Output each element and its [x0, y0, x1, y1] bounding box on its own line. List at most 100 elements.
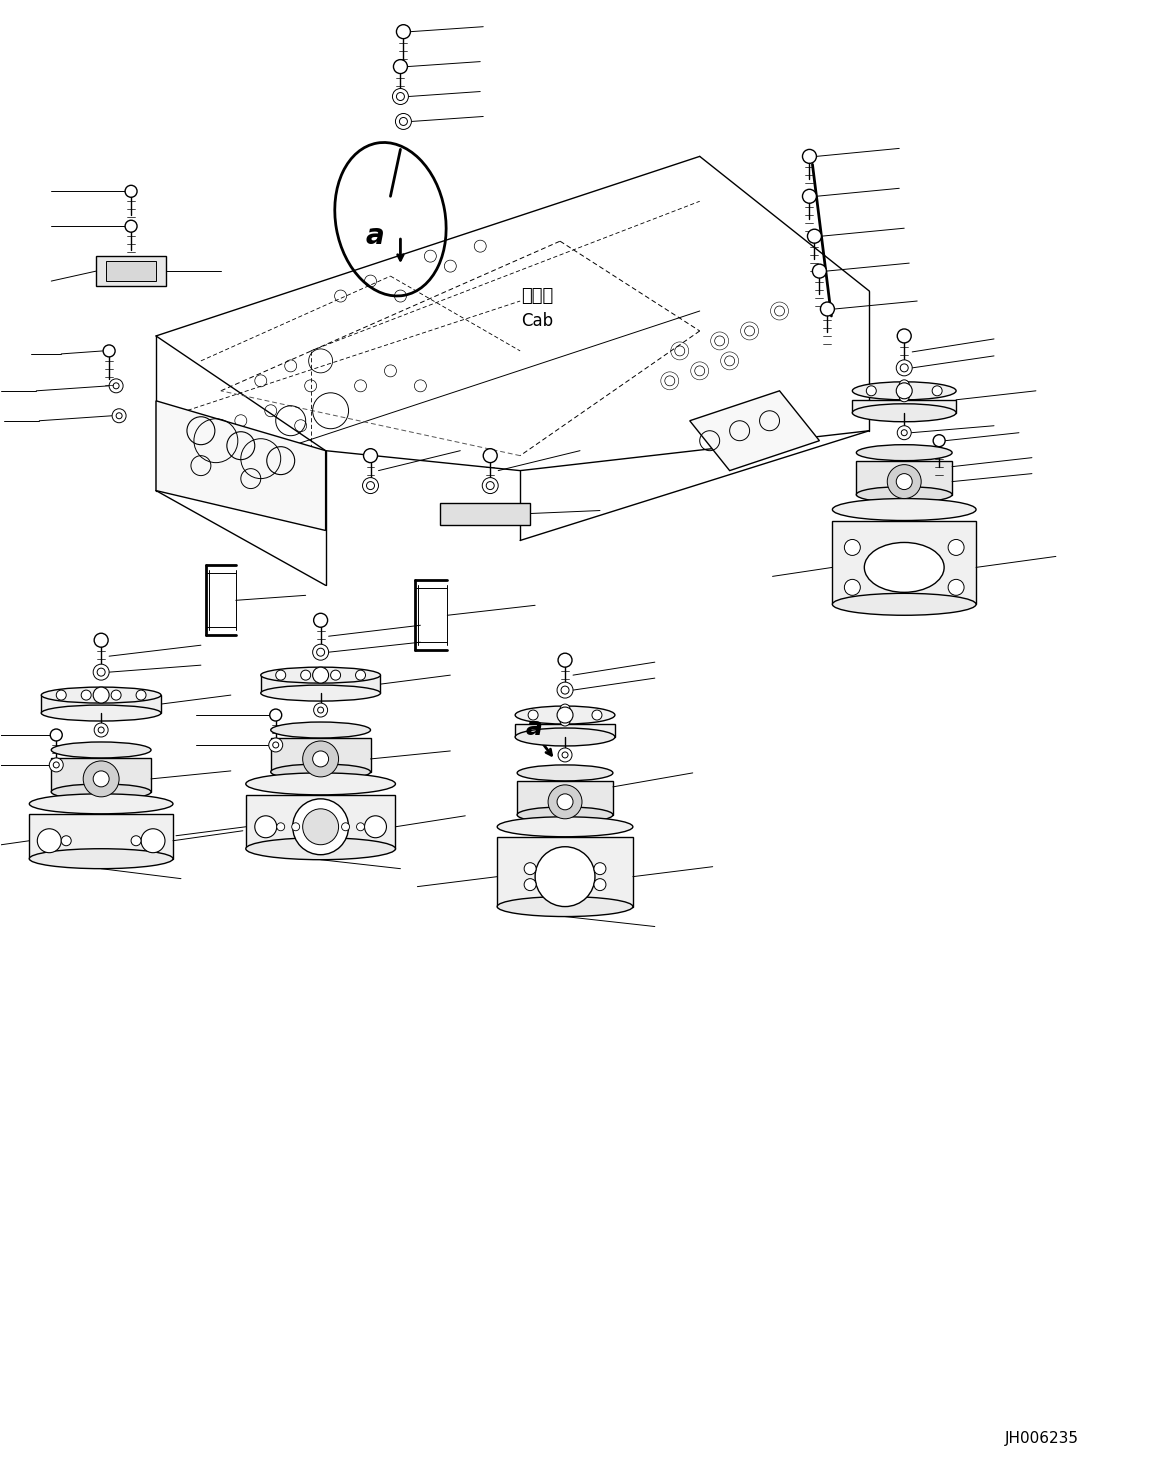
Circle shape: [126, 186, 137, 198]
Circle shape: [366, 481, 374, 490]
Text: キャブ: キャブ: [521, 287, 554, 306]
Circle shape: [49, 758, 63, 772]
Circle shape: [313, 644, 329, 660]
Polygon shape: [245, 794, 395, 849]
Ellipse shape: [29, 849, 173, 869]
Circle shape: [901, 430, 907, 436]
Ellipse shape: [518, 765, 613, 781]
Circle shape: [548, 784, 582, 819]
Circle shape: [557, 707, 573, 723]
Circle shape: [561, 686, 569, 693]
Circle shape: [342, 822, 350, 831]
Circle shape: [270, 710, 281, 721]
Ellipse shape: [245, 838, 395, 860]
Polygon shape: [42, 695, 160, 712]
Polygon shape: [833, 521, 976, 604]
Ellipse shape: [51, 742, 151, 758]
Circle shape: [269, 737, 283, 752]
Circle shape: [562, 752, 568, 758]
Ellipse shape: [245, 772, 395, 794]
Circle shape: [933, 435, 946, 446]
Circle shape: [397, 25, 411, 38]
Ellipse shape: [852, 382, 956, 399]
Polygon shape: [498, 837, 633, 907]
Circle shape: [113, 383, 119, 389]
Polygon shape: [856, 461, 952, 494]
Ellipse shape: [261, 685, 380, 701]
Circle shape: [93, 664, 109, 680]
Circle shape: [126, 221, 137, 233]
Circle shape: [62, 835, 71, 846]
Circle shape: [592, 710, 602, 720]
Circle shape: [561, 704, 570, 714]
Circle shape: [255, 816, 277, 838]
Circle shape: [313, 751, 329, 767]
Circle shape: [293, 799, 349, 854]
Circle shape: [899, 380, 909, 389]
Circle shape: [301, 670, 311, 680]
Circle shape: [897, 383, 912, 399]
Circle shape: [141, 828, 165, 853]
Circle shape: [399, 117, 407, 126]
Circle shape: [37, 828, 62, 853]
Circle shape: [557, 794, 573, 811]
Circle shape: [897, 360, 912, 376]
Ellipse shape: [42, 705, 160, 721]
Circle shape: [844, 540, 861, 556]
Polygon shape: [441, 503, 530, 525]
Circle shape: [314, 704, 328, 717]
Ellipse shape: [515, 729, 615, 746]
Circle shape: [56, 691, 66, 701]
Ellipse shape: [261, 667, 380, 683]
Polygon shape: [852, 399, 956, 413]
Circle shape: [813, 265, 827, 278]
Circle shape: [557, 682, 573, 698]
Circle shape: [948, 579, 964, 595]
Circle shape: [594, 863, 606, 875]
Ellipse shape: [498, 816, 633, 837]
Ellipse shape: [271, 723, 371, 737]
Circle shape: [316, 648, 324, 657]
Circle shape: [314, 613, 328, 628]
Circle shape: [357, 822, 364, 831]
Circle shape: [313, 667, 329, 683]
Ellipse shape: [271, 764, 371, 780]
Circle shape: [292, 822, 300, 831]
Circle shape: [866, 386, 876, 396]
Circle shape: [302, 740, 338, 777]
Circle shape: [330, 670, 341, 680]
Circle shape: [900, 364, 908, 372]
Ellipse shape: [29, 794, 173, 813]
Circle shape: [807, 230, 821, 243]
Circle shape: [112, 408, 126, 423]
Ellipse shape: [852, 404, 956, 421]
Circle shape: [395, 114, 412, 129]
Polygon shape: [518, 781, 613, 815]
Circle shape: [528, 710, 538, 720]
Circle shape: [844, 579, 861, 595]
Circle shape: [802, 149, 816, 164]
Circle shape: [276, 670, 286, 680]
Circle shape: [84, 761, 119, 797]
Circle shape: [277, 822, 285, 831]
Circle shape: [484, 449, 498, 462]
Ellipse shape: [515, 707, 615, 724]
Circle shape: [136, 691, 147, 701]
Circle shape: [131, 835, 141, 846]
Polygon shape: [271, 737, 371, 772]
Ellipse shape: [833, 594, 976, 616]
Polygon shape: [515, 724, 615, 737]
Circle shape: [897, 426, 912, 440]
Circle shape: [364, 449, 378, 462]
Circle shape: [104, 345, 115, 357]
Circle shape: [486, 481, 494, 490]
Circle shape: [317, 707, 323, 712]
Circle shape: [363, 477, 378, 493]
Text: a: a: [365, 222, 384, 250]
Circle shape: [392, 89, 408, 104]
Circle shape: [802, 189, 816, 203]
Circle shape: [820, 301, 834, 316]
Circle shape: [116, 413, 122, 418]
Ellipse shape: [877, 550, 932, 585]
Circle shape: [558, 748, 572, 762]
